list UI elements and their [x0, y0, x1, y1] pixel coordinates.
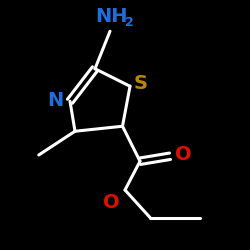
Text: 2: 2 — [125, 16, 134, 29]
Text: O: O — [104, 192, 120, 212]
Text: N: N — [48, 90, 64, 110]
Text: O: O — [175, 145, 192, 164]
Text: S: S — [134, 74, 148, 93]
Text: NH: NH — [95, 7, 128, 26]
